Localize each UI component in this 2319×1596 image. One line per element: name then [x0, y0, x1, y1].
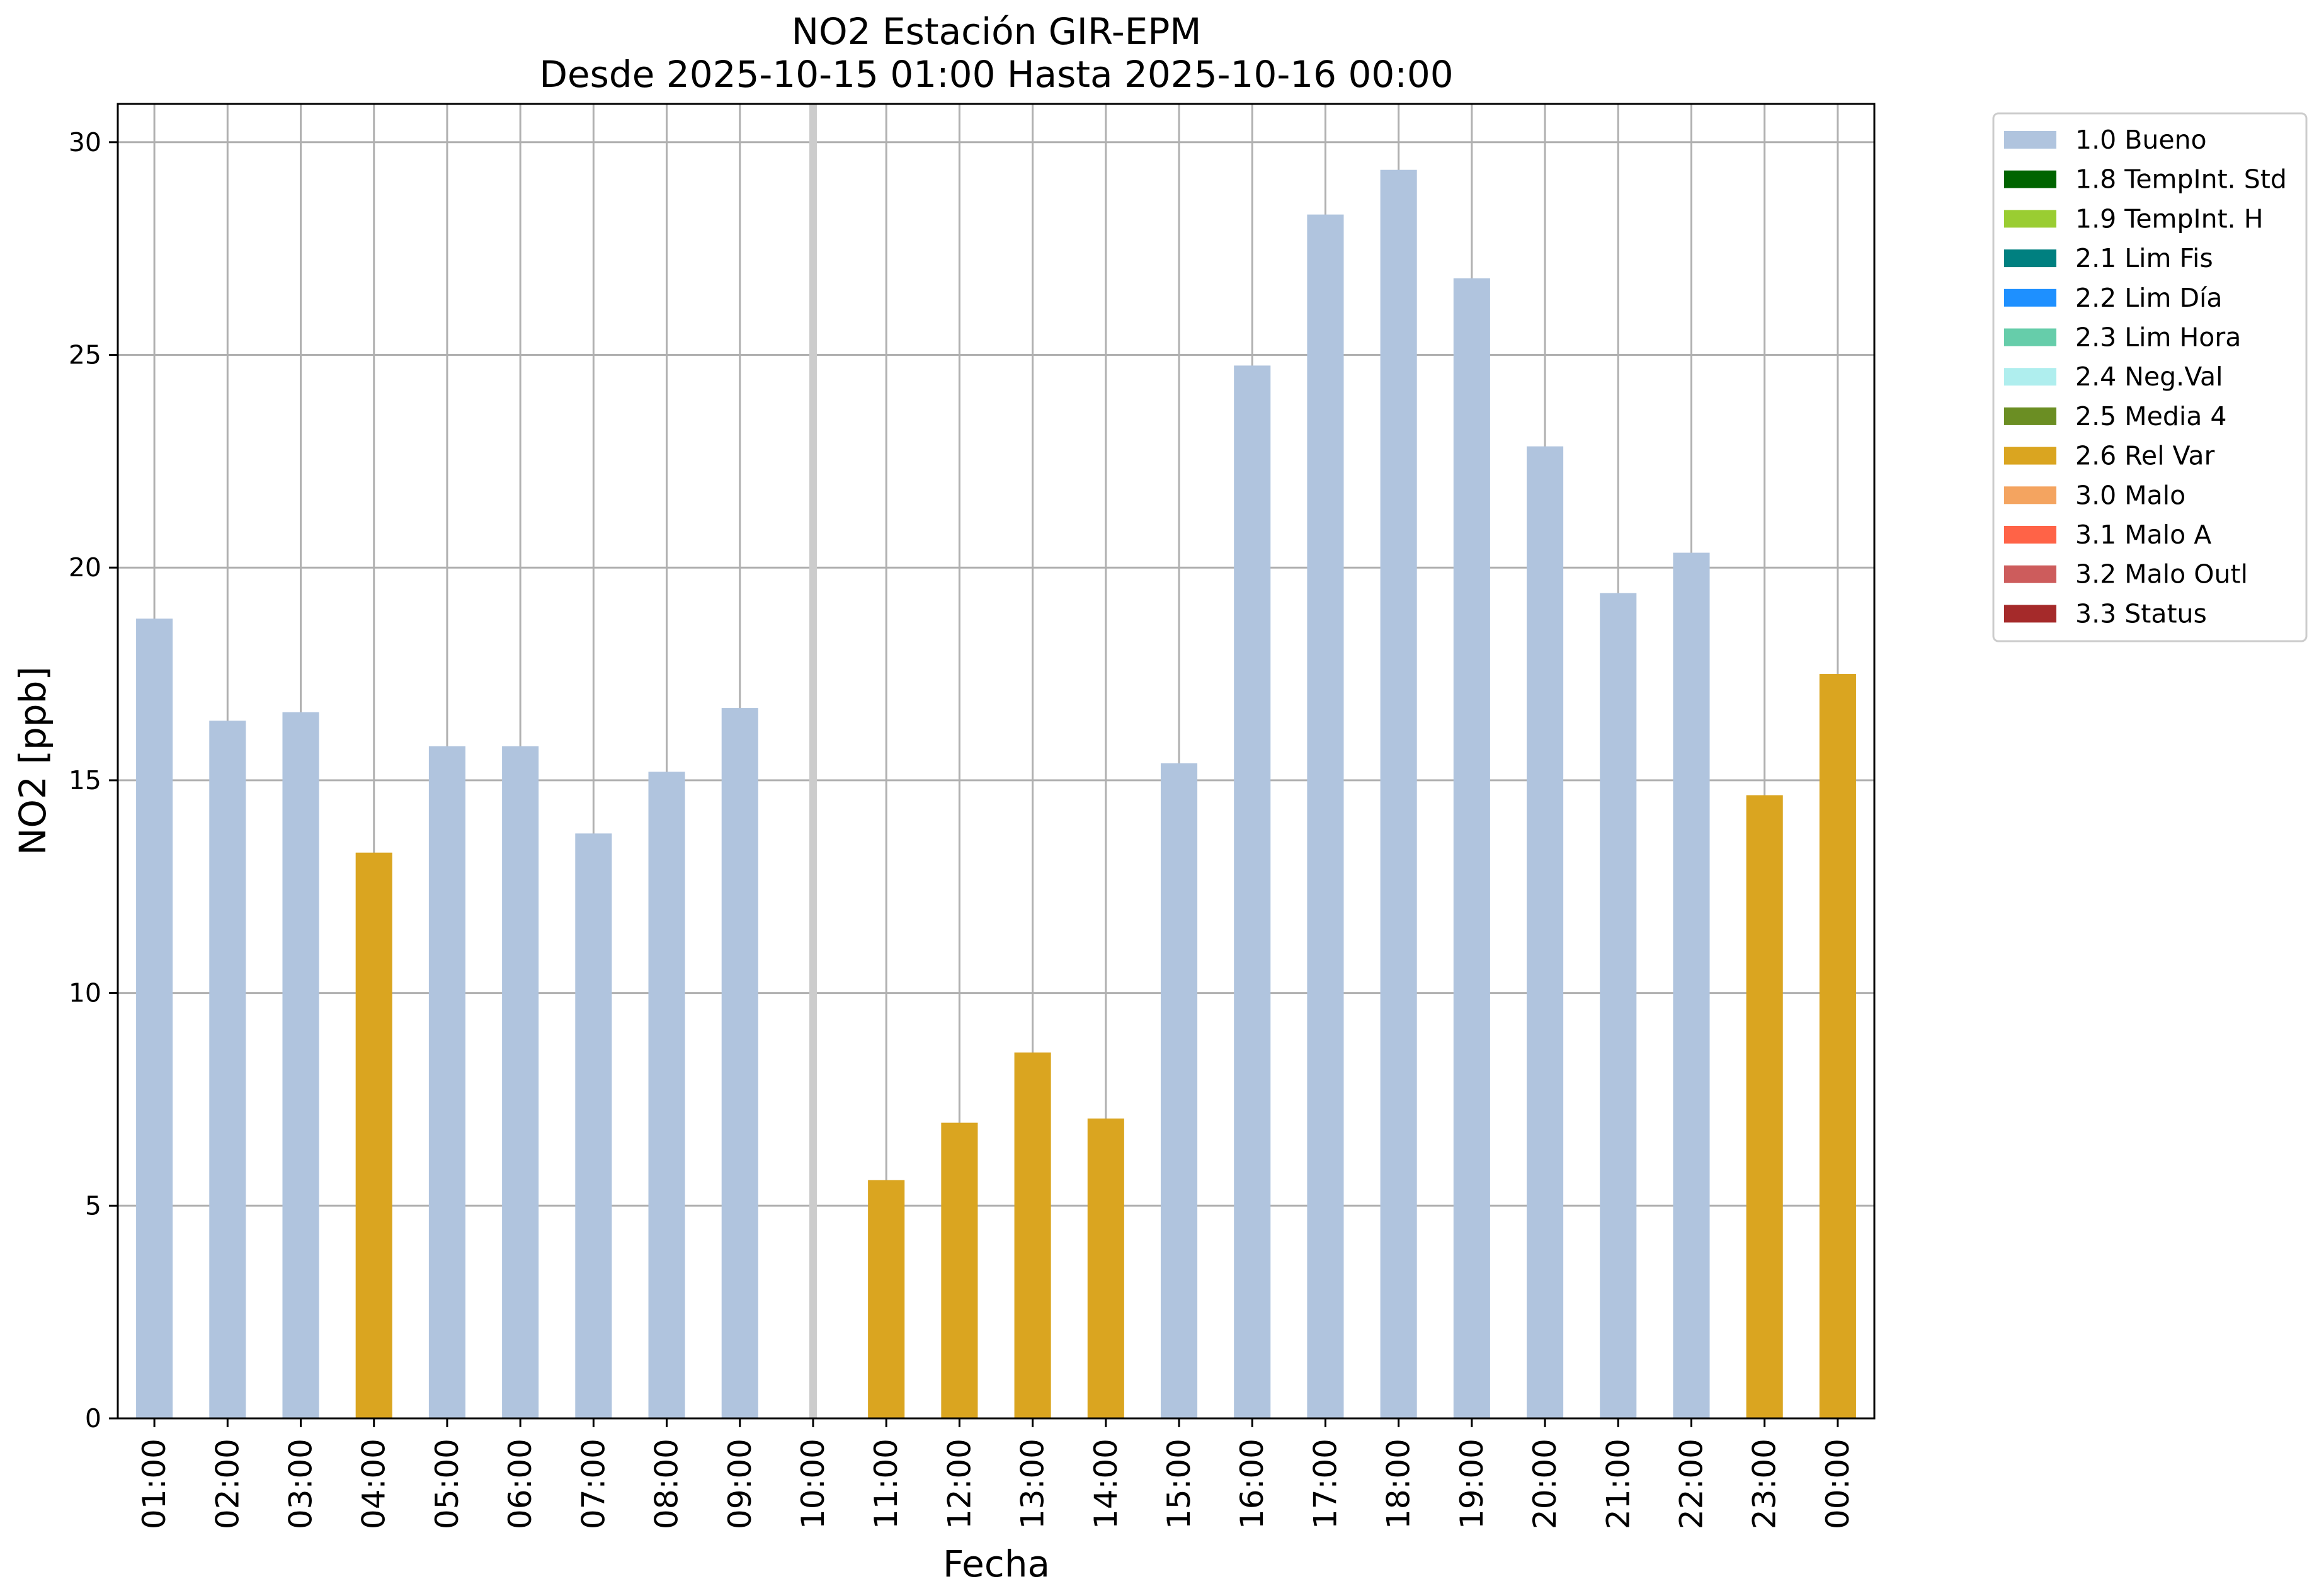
x-tick-label: 04:00	[356, 1439, 392, 1529]
legend-label: 2.1 Lim Fis	[2075, 243, 2213, 273]
legend-label: 3.3 Status	[2075, 598, 2207, 629]
x-tick-label: 20:00	[1527, 1439, 1563, 1529]
bar-2300	[1746, 795, 1783, 1418]
x-tick-label: 01:00	[136, 1439, 173, 1529]
legend-swatch	[2004, 486, 2056, 504]
y-axis: 0 5 10 15 20 25 30	[69, 127, 118, 1434]
bar-2000	[1527, 446, 1564, 1418]
y-tick-label: 5	[85, 1190, 101, 1221]
x-tick-label: 16:00	[1234, 1439, 1270, 1529]
x-tick-label: 14:00	[1088, 1439, 1124, 1529]
y-tick-label: 15	[69, 765, 101, 795]
legend-label: 2.4 Neg.Val	[2075, 362, 2223, 392]
bar-0100	[136, 618, 173, 1418]
bar-1100	[868, 1180, 905, 1418]
bar-1500	[1160, 763, 1198, 1418]
legend-swatch	[2004, 565, 2056, 583]
x-tick-label: 22:00	[1673, 1439, 1709, 1529]
x-tick-label: 05:00	[429, 1439, 465, 1529]
x-tick-label: 06:00	[502, 1439, 538, 1529]
legend-label: 1.8 TempInt. Std	[2075, 164, 2287, 195]
legend-swatch	[2004, 368, 2056, 386]
legend-swatch	[2004, 605, 2056, 623]
x-tick-label: 11:00	[868, 1439, 904, 1529]
y-tick-label: 20	[69, 552, 101, 583]
legend-label: 2.6 Rel Var	[2075, 441, 2215, 471]
x-tick-label: 03:00	[283, 1439, 319, 1529]
x-tick-label: 17:00	[1307, 1439, 1343, 1529]
bar-0300	[282, 712, 319, 1418]
y-tick-label: 10	[69, 978, 101, 1008]
x-axis: 01:00 02:00 03:00 04:00 05:00 06:00 07:00 08:00…	[136, 1418, 1856, 1529]
legend-frame	[1992, 112, 2308, 642]
bar-0500	[428, 746, 465, 1418]
legend-label: 2.2 Lim Día	[2075, 283, 2223, 313]
legend-swatch	[2004, 328, 2056, 346]
legend-label: 2.5 Media 4	[2075, 401, 2227, 431]
plot-frame	[117, 103, 1876, 1420]
bar-0400	[355, 852, 392, 1418]
x-tick-label: 12:00	[941, 1439, 977, 1529]
legend-swatch	[2004, 170, 2056, 188]
x-axis-label: Fecha	[943, 1542, 1050, 1585]
legend-label: 3.1 Malo A	[2075, 520, 2211, 550]
bar-1900	[1453, 278, 1490, 1418]
bar-2200	[1673, 552, 1710, 1418]
bar-1700	[1307, 214, 1344, 1418]
legend-label: 2.3 Lim Hora	[2075, 322, 2241, 353]
bar-1200	[941, 1122, 978, 1418]
legend-swatch	[2004, 210, 2056, 228]
bar-1400	[1087, 1118, 1124, 1418]
y-tick-label: 25	[69, 339, 101, 370]
legend-swatch	[2004, 131, 2056, 149]
y-tick-label: 0	[85, 1403, 101, 1434]
x-tick-label: 13:00	[1015, 1439, 1051, 1529]
x-tick-label: 02:00	[209, 1439, 246, 1529]
x-tick-label: 00:00	[1820, 1439, 1856, 1529]
bar-2100	[1600, 593, 1637, 1418]
bars	[136, 169, 1856, 1418]
bar-0800	[648, 772, 685, 1418]
x-tick-label: 21:00	[1600, 1439, 1636, 1529]
legend-label: 3.0 Malo	[2075, 480, 2185, 510]
missing-data-band	[809, 104, 817, 1418]
bar-1600	[1234, 365, 1271, 1418]
x-tick-label: 18:00	[1381, 1439, 1417, 1529]
bar-0200	[209, 721, 246, 1418]
legend-label: 3.2 Malo Outl	[2075, 559, 2248, 590]
x-tick-label: 23:00	[1746, 1439, 1783, 1529]
bar-0000	[1819, 674, 1856, 1418]
y-tick-label: 30	[69, 127, 101, 157]
x-tick-label: 08:00	[649, 1439, 685, 1529]
legend-swatch	[2004, 249, 2056, 268]
x-tick-label: 19:00	[1454, 1439, 1490, 1529]
x-tick-label: 07:00	[575, 1439, 612, 1529]
legend-label: 1.0 Bueno	[2075, 125, 2207, 155]
y-axis-label: NO2 [ppb]	[11, 666, 54, 855]
legend-swatch	[2004, 526, 2056, 544]
legend-label: 1.9 TempInt. H	[2075, 203, 2264, 234]
legend-swatch	[2004, 407, 2056, 425]
missing-data-marker	[809, 104, 817, 1418]
bar-0600	[502, 746, 539, 1418]
x-tick-label: 09:00	[722, 1439, 758, 1529]
bar-0700	[575, 833, 612, 1418]
legend: 1.0 Bueno 1.8 TempInt. Std 1.9 TempInt. H 2…	[1992, 112, 2308, 642]
chart-subtitle: Desde 2025-10-15 01:00 Hasta 2025-10-16 …	[539, 53, 1453, 96]
x-tick-label: 10:00	[795, 1439, 831, 1529]
bar-1800	[1380, 169, 1417, 1418]
x-tick-label: 15:00	[1161, 1439, 1197, 1529]
bar-0900	[721, 708, 758, 1418]
legend-swatch	[2004, 288, 2056, 307]
chart-title: NO2 Estación GIR-EPM	[792, 10, 1202, 53]
bar-1300	[1014, 1052, 1051, 1418]
legend-swatch	[2004, 447, 2056, 465]
